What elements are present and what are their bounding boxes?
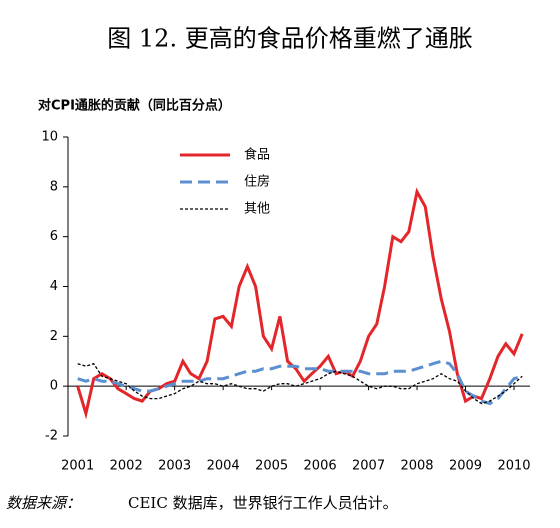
x-tick-label: 2001 xyxy=(61,459,94,474)
x-tick-label: 2006 xyxy=(304,459,337,474)
legend-label: 住房 xyxy=(244,174,270,190)
y-tick-label: -2 xyxy=(45,429,58,444)
source: CEIC 数据库，世界银行工作人员估计。 xyxy=(128,494,398,512)
series-line xyxy=(77,359,523,406)
y-axis-label: 对CPI通胀的贡献（同比百分点） xyxy=(38,98,231,114)
x-tick-label: 2002 xyxy=(110,459,143,474)
y-tick-label: 0 xyxy=(50,379,58,394)
y-tick-label: 2 xyxy=(50,329,58,344)
legend-label: 食品 xyxy=(244,147,270,163)
y-tick-label: 4 xyxy=(50,279,58,294)
x-tick-label: 2004 xyxy=(207,459,240,474)
y-tick-label: 10 xyxy=(41,130,58,145)
x-tick-label: 2003 xyxy=(158,459,191,474)
x-tick-label: 2007 xyxy=(352,459,385,474)
x-tick-label: 2005 xyxy=(255,459,288,474)
x-tick-label: 2009 xyxy=(449,459,482,474)
x-tick-label: 2010 xyxy=(497,459,530,474)
y-tick-label: 6 xyxy=(50,229,58,244)
y-tick-label: 8 xyxy=(50,179,58,194)
legend-label: 其他 xyxy=(244,202,270,217)
x-tick-label: 2008 xyxy=(400,459,433,474)
source-label: 数据来源： xyxy=(6,494,81,512)
chart-title: 图 12. 更高的食品价格重燃了通胀 xyxy=(107,25,472,53)
series-line xyxy=(77,362,523,405)
